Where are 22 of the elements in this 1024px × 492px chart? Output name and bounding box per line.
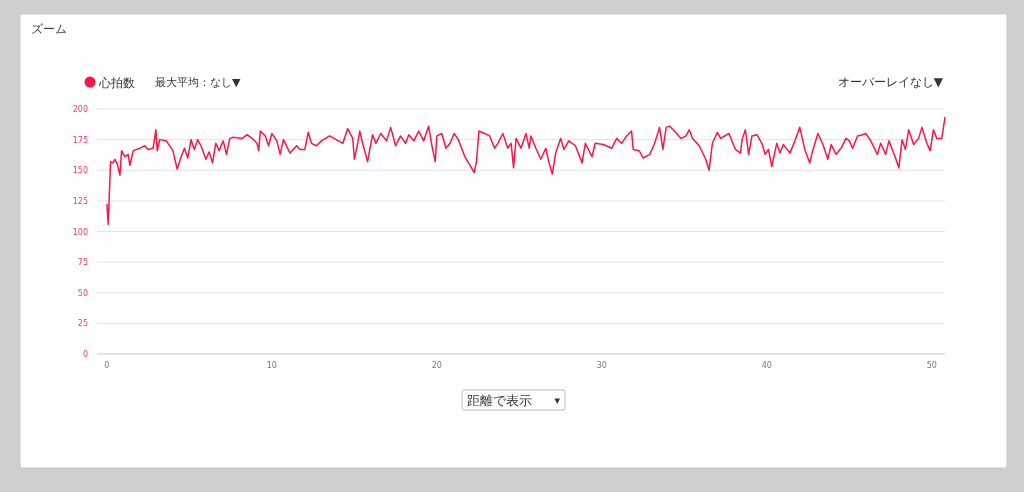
line-series	[106, 116, 946, 225]
x-tick-label: 10	[266, 361, 277, 370]
y-tick-label: 0	[82, 350, 88, 359]
y-tick-label: 125	[72, 196, 88, 206]
text: ▾	[554, 394, 561, 407]
y-tick-label: 50	[77, 288, 88, 298]
text: オーバーレイなし▼	[837, 75, 944, 89]
y-tick-label: 200	[72, 105, 88, 114]
y-tick-label: 100	[72, 227, 88, 237]
x-tick-label: 20	[431, 361, 442, 370]
y-tick-label: 75	[77, 258, 88, 268]
text: 最大平均：なし▼	[155, 76, 241, 89]
y-tick-label: 175	[72, 135, 88, 145]
chart-title: ズーム	[31, 22, 67, 36]
x-tick-label: 40	[761, 361, 772, 370]
x-tick-label: 0	[104, 361, 110, 370]
x-tick-label: 50	[926, 361, 937, 370]
legend-label: 心拍数	[98, 75, 135, 90]
x-tick-label: 30	[596, 361, 607, 370]
text: 距離で表示	[467, 393, 532, 408]
y-tick-label: 25	[77, 319, 88, 329]
y-tick-label: 150	[72, 166, 88, 176]
